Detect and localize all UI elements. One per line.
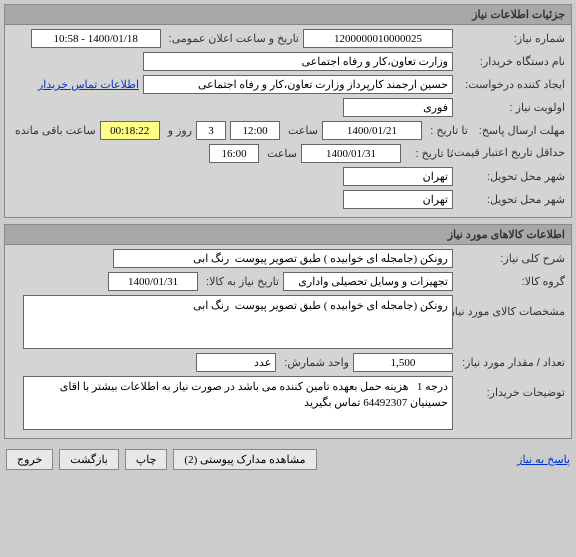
deadline-time-field[interactable] <box>230 121 280 140</box>
print-button[interactable]: چاپ <box>125 449 168 470</box>
remaining-label: ساعت باقی مانده <box>11 124 96 137</box>
need-date-label: تاریخ نیاز به کالا: <box>202 275 279 288</box>
niaz-num-field[interactable] <box>303 29 453 48</box>
days-label: روز و <box>164 124 192 137</box>
remaining-field[interactable] <box>100 121 160 140</box>
validity-time-field[interactable] <box>209 144 259 163</box>
panel2-title: اطلاعات کالاهای مورد نیاز <box>5 225 571 245</box>
panel1-title: جزئیات اطلاعات نیاز <box>5 5 571 25</box>
desc-field[interactable] <box>113 249 453 268</box>
buyer-notes-label: توضیحات خریدار: <box>457 376 565 399</box>
creator-label: ایجاد کننده درخواست: <box>457 78 565 91</box>
validity-label: حداقل تاریخ اعتبار قیمت: <box>457 147 565 160</box>
qty-field[interactable] <box>353 353 453 372</box>
to-date-label: تا تاریخ : <box>426 124 468 137</box>
niaz-num-label: شماره نیاز: <box>457 32 565 45</box>
spec-field[interactable] <box>23 295 453 349</box>
qty-label: تعداد / مقدار مورد نیاز: <box>457 356 565 369</box>
buyer-org-label: نام دستگاه خریدار: <box>457 55 565 68</box>
deliver-city-label2: شهر محل تحویل: <box>457 193 565 206</box>
time-label-1: ساعت <box>284 124 318 137</box>
desc-label: شرح کلی نیاز: <box>457 252 565 265</box>
days-field[interactable] <box>196 121 226 140</box>
buyer-org-field[interactable] <box>143 52 453 71</box>
group-label: گروه کالا: <box>457 275 565 288</box>
unit-field[interactable] <box>196 353 276 372</box>
unit-label: واحد شمارش: <box>280 356 349 369</box>
priority-field[interactable] <box>343 98 453 117</box>
contact-link[interactable]: اطلاعات تماس خریدار <box>38 78 139 91</box>
panel2-body: شرح کلی نیاز: گروه کالا: تاریخ نیاز به ک… <box>5 245 571 438</box>
footer: پاسخ به نیاز مشاهده مدارک پیوستی (2) چاپ… <box>4 445 572 474</box>
deadline-label: مهلت ارسال پاسخ: <box>472 124 565 137</box>
panel1-body: شماره نیاز: تاریخ و ساعت اعلان عمومی: نا… <box>5 25 571 217</box>
time-label-2: ساعت <box>263 147 297 160</box>
creator-field[interactable] <box>143 75 453 94</box>
buyer-notes-field[interactable] <box>23 376 453 430</box>
panel-need-details: جزئیات اطلاعات نیاز شماره نیاز: تاریخ و … <box>4 4 572 218</box>
validity-date-field[interactable] <box>301 144 401 163</box>
exit-button[interactable]: خروج <box>6 449 53 470</box>
panel-goods-info: اطلاعات کالاهای مورد نیاز شرح کلی نیاز: … <box>4 224 572 439</box>
back-button[interactable]: بازگشت <box>59 449 119 470</box>
view-attachments-button[interactable]: مشاهده مدارک پیوستی (2) <box>173 449 316 470</box>
deliver-city-label: شهر محل تحویل: <box>457 170 565 183</box>
deadline-date-field[interactable] <box>322 121 422 140</box>
priority-label: اولویت نیاز : <box>457 101 565 114</box>
footer-buttons: مشاهده مدارک پیوستی (2) چاپ بازگشت خروج <box>6 449 317 470</box>
to-date-label2: تا تاریخ : <box>405 147 453 160</box>
anon-date-label: تاریخ و ساعت اعلان عمومی: <box>165 32 299 45</box>
anon-date-field[interactable] <box>31 29 161 48</box>
group-field[interactable] <box>283 272 453 291</box>
need-date-field[interactable] <box>108 272 198 291</box>
deliver-city-field[interactable] <box>343 167 453 186</box>
respond-link[interactable]: پاسخ به نیاز <box>517 453 570 466</box>
spec-label: مشخصات کالای مورد نیاز: <box>457 295 565 318</box>
deliver-city-field2[interactable] <box>343 190 453 209</box>
